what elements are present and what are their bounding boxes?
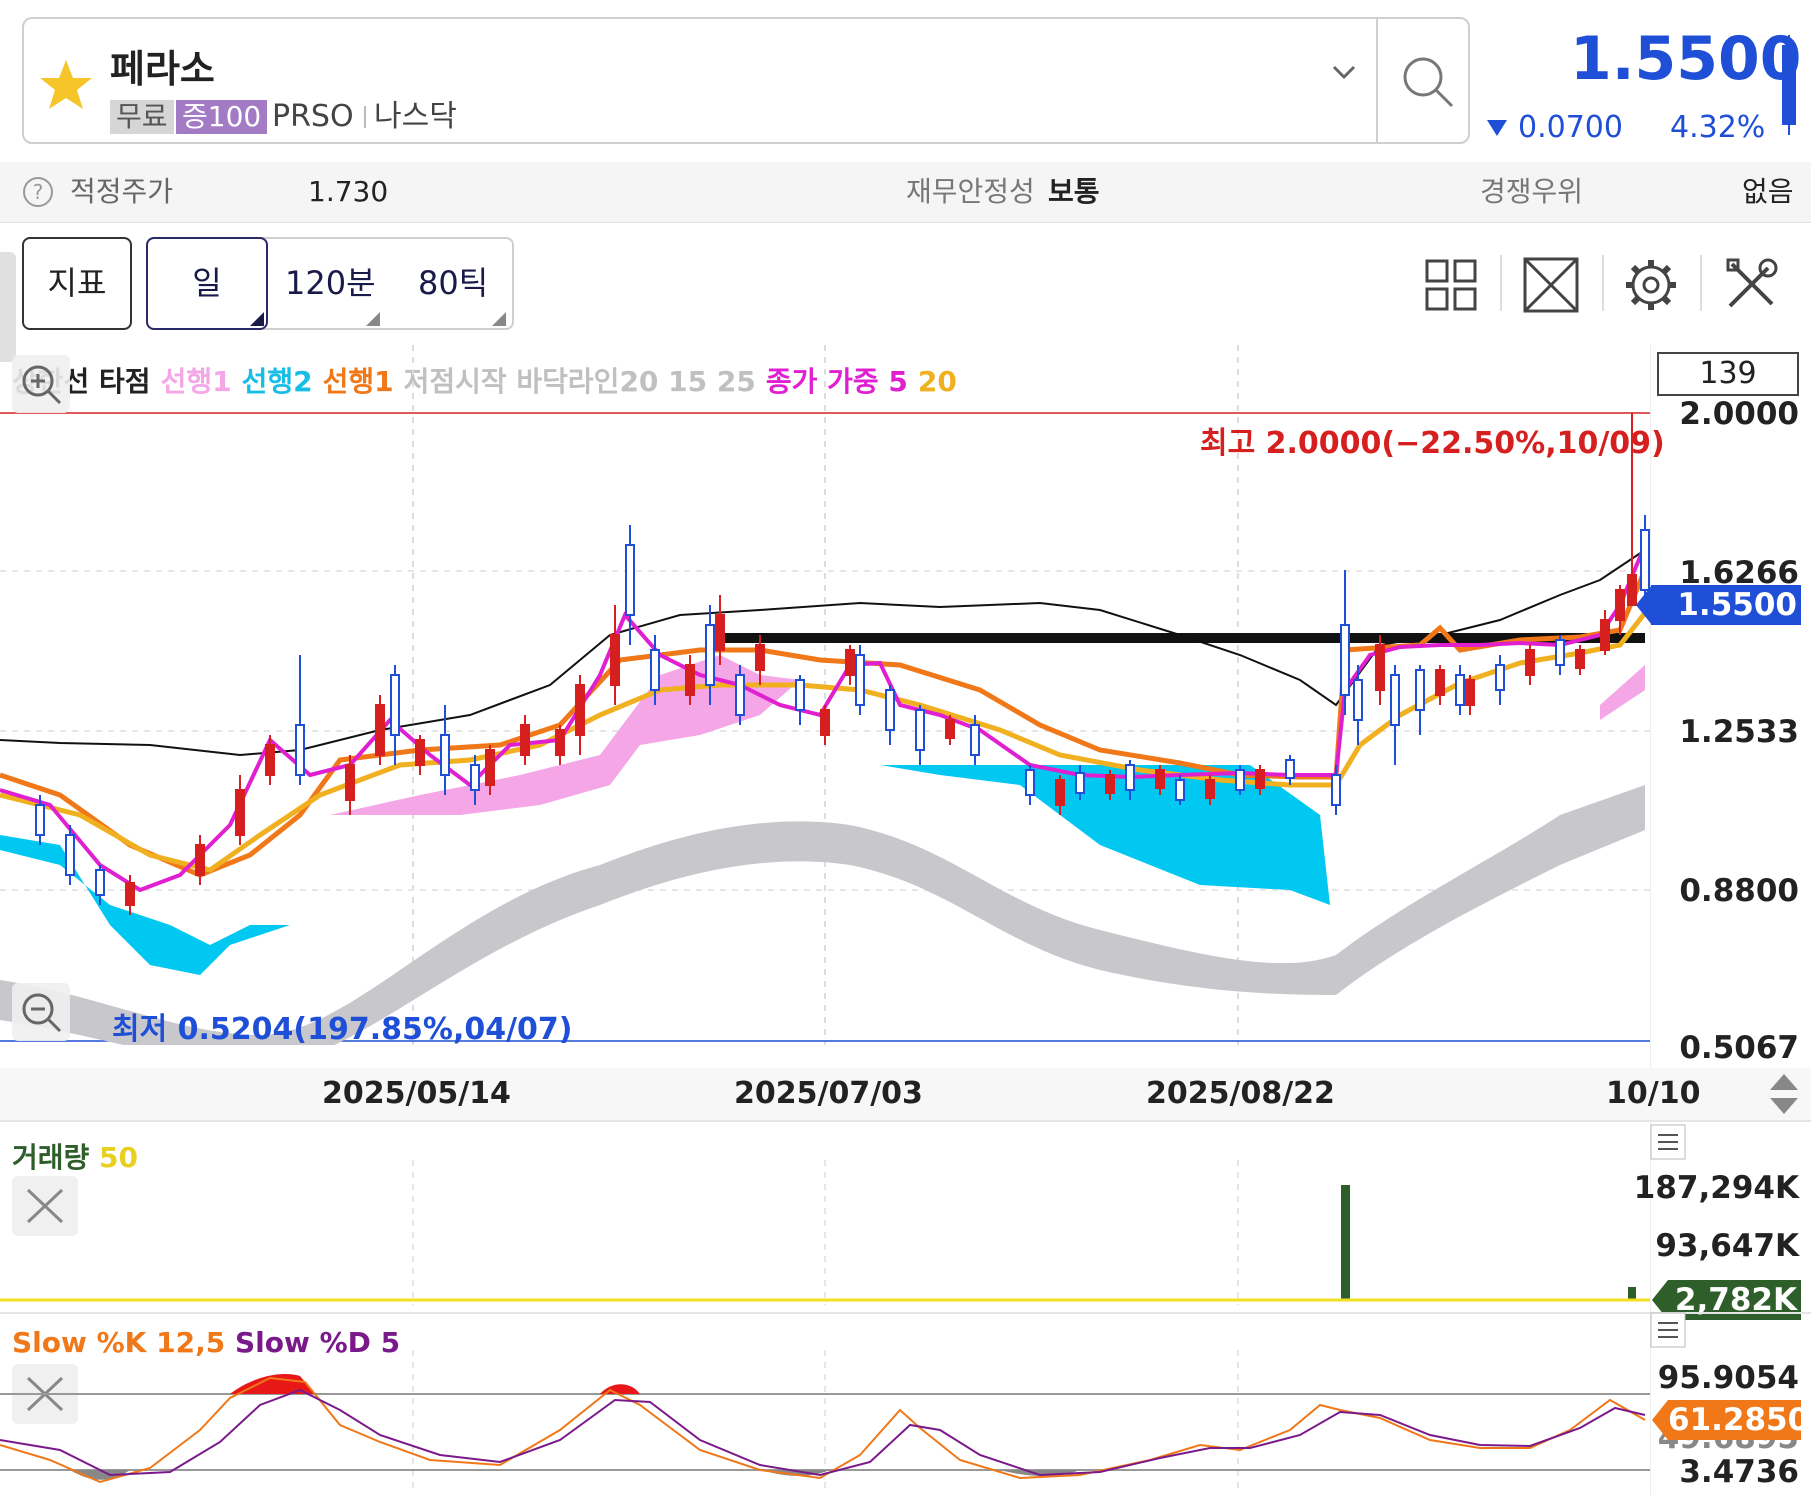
- divider: [364, 106, 366, 128]
- timeframe-120min[interactable]: 120분: [285, 264, 376, 302]
- volume-current-tag: 2,782K: [1668, 1280, 1801, 1320]
- volume-pointer: [1652, 1280, 1668, 1320]
- legend-item-ma20: 20: [917, 365, 957, 398]
- ticker-symbol: PRSO: [272, 99, 354, 134]
- stochastic-axis-label: 95.9054: [1657, 1360, 1799, 1396]
- cloud-lead2-right: [880, 765, 1330, 905]
- price-change-pct: 4.32%: [1670, 110, 1766, 145]
- cloud-lead1: [330, 655, 800, 815]
- timeframe-day[interactable]: 일: [146, 237, 268, 330]
- bar-count[interactable]: 139: [1657, 352, 1799, 396]
- volume-axis-label: 187,294K: [1633, 1170, 1799, 1206]
- stochastic-pointer: [1652, 1400, 1668, 1440]
- axis-divider: [1650, 345, 1651, 1495]
- overbought-fill: [230, 1374, 315, 1394]
- favorite-star-icon[interactable]: [38, 58, 94, 112]
- stochastic-legend: Slow %K 12,5 Slow %D 5: [12, 1326, 400, 1359]
- corner-triangle-icon: [492, 312, 506, 326]
- timeframe-80tick[interactable]: 80틱: [418, 264, 489, 302]
- current-price: 1.5500: [1570, 24, 1802, 94]
- overbought-fill: [600, 1384, 640, 1394]
- corner-triangle-icon: [250, 312, 264, 326]
- gear-icon[interactable]: [1624, 258, 1678, 312]
- menu-icon[interactable]: [1650, 1124, 1686, 1160]
- price-candle-icon: [1782, 35, 1796, 135]
- slow-d-line: [0, 1388, 1646, 1477]
- current-price-tag: 1.5500: [1651, 585, 1801, 625]
- divider: [1700, 255, 1702, 311]
- date-axis: [0, 1068, 1811, 1120]
- max-price-annotation: 최고 2.0000(−22.50%,10/09): [1200, 426, 1665, 461]
- legend-item-lead1-line: 선행1: [322, 365, 394, 398]
- stochastic-chart[interactable]: [0, 1350, 1650, 1492]
- volume-bar: [1628, 1287, 1636, 1300]
- date-label: 2025/05/14: [322, 1076, 511, 1111]
- competitive-value: 없음: [1742, 175, 1794, 208]
- divider: [1376, 17, 1378, 144]
- zoom-out-icon[interactable]: [12, 983, 70, 1041]
- fullscreen-icon[interactable]: [1522, 256, 1580, 314]
- indicator-button[interactable]: 지표: [22, 237, 132, 330]
- date-label: 2025/08/22: [1146, 1076, 1335, 1111]
- volume-axis-label: 93,647K: [1655, 1228, 1799, 1264]
- scroll-arrows-icon[interactable]: [1766, 1072, 1802, 1116]
- lead1-line: [0, 569, 1648, 878]
- down-arrow-icon: [1487, 120, 1507, 136]
- min-price-annotation: 최저 0.5204(197.85%,04/07): [112, 1012, 573, 1047]
- menu-icon[interactable]: [1650, 1312, 1686, 1348]
- price-axis-label: 1.2533: [1679, 714, 1799, 750]
- volume-legend-period: 50: [99, 1141, 138, 1174]
- candlesticks: [35, 413, 1650, 915]
- divider: [1500, 255, 1502, 311]
- date-label: 2025/07/03: [734, 1076, 923, 1111]
- panel-divider: [0, 1120, 1811, 1122]
- stochastic-legend-k: Slow %K 12,5: [12, 1326, 226, 1359]
- slow-k-line: [0, 1376, 1646, 1484]
- close-panel-icon[interactable]: [12, 1176, 78, 1236]
- price-axis-label: 2.0000: [1679, 396, 1799, 432]
- stability-label: 재무안정성: [906, 175, 1035, 208]
- competitive-label: 경쟁우위: [1480, 175, 1584, 208]
- stock-selector[interactable]: [22, 17, 1470, 144]
- volume-chart[interactable]: [0, 1160, 1650, 1305]
- legend-item-lead2: 선행2: [241, 365, 313, 398]
- exchange-name: 나스닥: [374, 99, 457, 134]
- side-drawer-handle[interactable]: [0, 252, 16, 362]
- current-price-pointer: [1636, 585, 1652, 625]
- price-chart[interactable]: [0, 345, 1650, 1045]
- stock-name: 페라소: [110, 47, 215, 91]
- fair-price-label: 적정주가: [70, 175, 174, 208]
- legend-item-lead1: 선행1: [160, 365, 232, 398]
- volume-legend-name: 거래량: [12, 1141, 90, 1174]
- volume-bar: [1341, 1185, 1350, 1300]
- help-icon[interactable]: ?: [22, 176, 54, 208]
- fair-price-value: 1.730: [308, 175, 389, 208]
- valuation-bar: [0, 162, 1811, 223]
- free-badge: 무료: [110, 100, 174, 134]
- corner-triangle-icon: [366, 312, 380, 326]
- margin-badge: 증100: [176, 100, 268, 134]
- price-change: 0.0700: [1518, 110, 1623, 145]
- divider: [1602, 255, 1604, 311]
- volume-legend: 거래량 50: [12, 1136, 138, 1176]
- cloud-lead1-right: [1600, 665, 1645, 720]
- stochastic-legend-d: Slow %D 5: [234, 1326, 401, 1359]
- stochastic-current-tag: 61.2850: [1668, 1400, 1810, 1440]
- zoom-in-icon[interactable]: [12, 355, 70, 413]
- price-axis-label: 0.5067: [1679, 1030, 1799, 1066]
- stability-value: 보통: [1048, 175, 1100, 208]
- panel-divider: [0, 1312, 1811, 1314]
- price-axis-label: 0.8800: [1679, 873, 1799, 909]
- stochastic-axis-label: 3.4736: [1679, 1454, 1799, 1490]
- grid-layout-icon[interactable]: [1424, 258, 1478, 312]
- search-icon[interactable]: [1398, 52, 1458, 112]
- chevron-down-icon[interactable]: [1330, 62, 1358, 82]
- date-label: 10/10: [1606, 1076, 1701, 1111]
- legend-item-floor-line: 저점시작 바닥라인20 15 25: [403, 365, 756, 398]
- tools-icon[interactable]: [1724, 256, 1780, 312]
- legend-item-weighted-close: 종가 가중 5: [765, 365, 908, 398]
- svg-text:?: ?: [33, 180, 44, 204]
- floor-band: [0, 785, 1645, 1045]
